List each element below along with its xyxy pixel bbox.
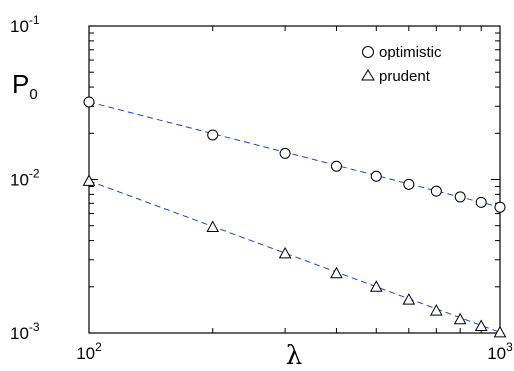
point-prudent (474, 319, 488, 332)
point-optimistic (330, 160, 342, 172)
ticks (88, 26, 501, 334)
point-optimistic (430, 185, 442, 197)
fit-lines (88, 101, 501, 333)
y-tick-label: 10-2 (10, 167, 40, 190)
legend-item-optimistic: optimistic (362, 44, 442, 61)
ylabel-main: P (12, 69, 29, 99)
ylabel-subscript: 0 (29, 86, 37, 103)
y-tick-label: 10-3 (10, 320, 40, 343)
markers (82, 96, 507, 338)
point-optimistic (403, 178, 415, 190)
fit-line-prudent (88, 180, 501, 333)
point-optimistic (370, 170, 382, 182)
point-prudent (206, 220, 220, 233)
ylabel: P0 (12, 69, 38, 103)
legend-label-optimistic: optimistic (379, 44, 442, 61)
point-prudent (82, 174, 96, 186)
point-optimistic (494, 201, 506, 213)
point-prudent (330, 266, 343, 279)
point-prudent (429, 304, 443, 316)
point-prudent (493, 325, 507, 338)
point-prudent (402, 293, 416, 305)
tick-labels: 10-3 10-2 10-1 102 103 (10, 13, 513, 363)
legend-circle-marker (362, 46, 374, 58)
x-tick-label: 103 (487, 340, 513, 363)
legend-label-prudent: prudent (379, 68, 431, 85)
legend: optimistic prudent (361, 44, 442, 85)
point-optimistic (207, 129, 219, 141)
point-optimistic (83, 96, 95, 108)
point-prudent (278, 246, 292, 259)
xlabel: λ (286, 341, 302, 371)
point-optimistic (475, 196, 487, 208)
point-optimistic (454, 191, 466, 203)
legend-item-prudent: prudent (361, 68, 431, 85)
point-optimistic (279, 147, 291, 159)
point-prudent (453, 312, 467, 325)
legend-triangle-marker (361, 69, 375, 81)
plot-frame (88, 25, 501, 334)
x-tick-label: 102 (76, 340, 102, 363)
y-tick-label: 10-1 (10, 13, 40, 36)
point-prudent (369, 280, 383, 292)
